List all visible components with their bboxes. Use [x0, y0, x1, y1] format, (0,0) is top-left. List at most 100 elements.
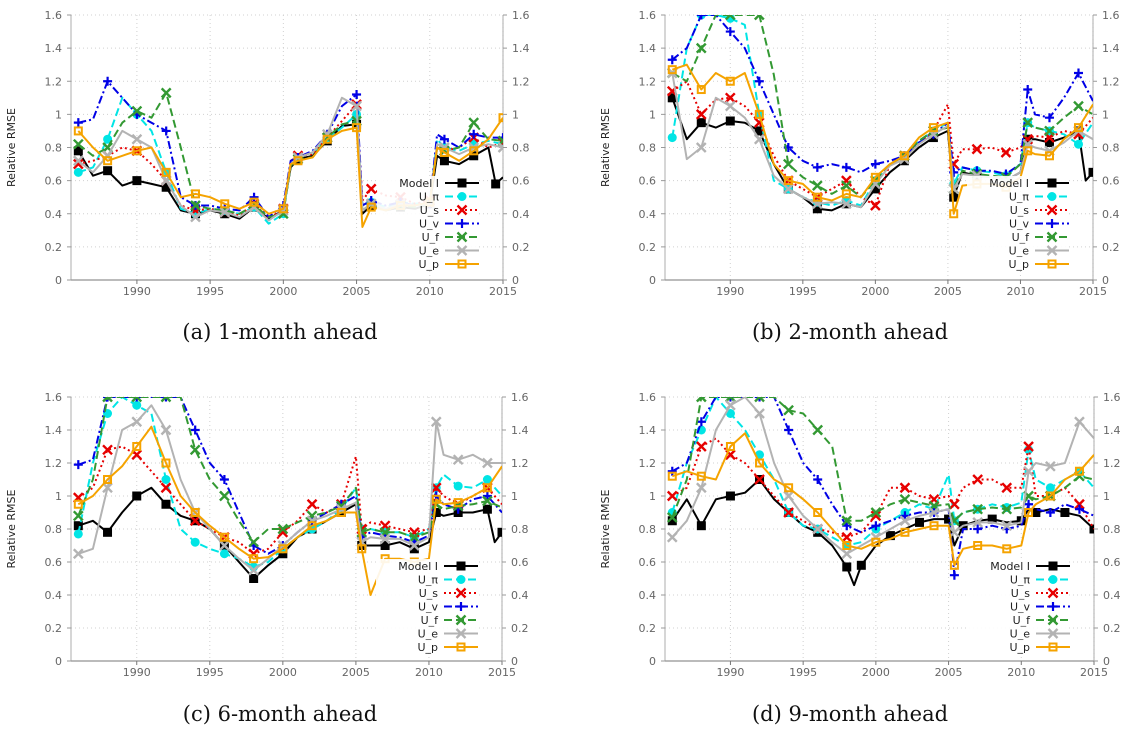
data-point-Model I	[161, 182, 171, 192]
series-line-U_v	[671, 397, 1094, 577]
data-point-Model I	[667, 93, 677, 103]
legend-marker	[1048, 575, 1058, 584]
data-point-U_π	[1073, 139, 1083, 149]
y-tick-label-left: 0.6	[639, 175, 657, 188]
legend-marker	[455, 587, 467, 599]
y-tick-label-left: 0.6	[45, 175, 63, 188]
legend-label: U_v	[418, 601, 439, 614]
data-point-U_f	[277, 523, 289, 535]
legend-label: U_f	[421, 614, 440, 627]
x-tick-label: 1990	[123, 666, 151, 676]
data-point-Model I	[1031, 508, 1041, 517]
legend-label: Model I	[398, 560, 438, 573]
legend-bg	[376, 572, 476, 586]
x-tick-label: 2005	[342, 666, 370, 676]
data-point-U_p	[161, 458, 171, 468]
data-point-U_p	[841, 189, 851, 199]
data-point-U_s	[870, 200, 881, 211]
data-point-U_f	[841, 180, 852, 191]
legend-bg	[376, 613, 476, 627]
y-tick-label-right: 0.8	[512, 142, 530, 155]
legend-marker	[456, 231, 468, 243]
series-U_e	[666, 397, 1094, 560]
series-U_p	[667, 432, 1094, 570]
y-tick-label-right: 0	[512, 274, 519, 287]
data-point-U_p	[336, 508, 346, 517]
data-point-U_v	[249, 192, 259, 202]
data-point-U_e	[783, 490, 794, 502]
x-tick-label: 2000	[269, 285, 297, 298]
legend-label: U_v	[1010, 601, 1031, 614]
data-point-U_e	[899, 515, 911, 527]
y-tick-label-left: 1.6	[639, 391, 657, 404]
data-point-U_f	[190, 200, 201, 211]
data-point-U_v	[469, 129, 479, 139]
data-point-U_e	[131, 133, 143, 145]
y-tick-label-right: 1.4	[1103, 424, 1121, 437]
data-point-U_v	[219, 475, 229, 484]
data-point-Model I	[161, 499, 171, 509]
legend-label: U_p	[417, 641, 438, 654]
data-point-U_e	[248, 564, 259, 576]
chart-b-caption: (b) 2-month ahead	[751, 320, 949, 344]
y-tick-label-left: 0.2	[45, 622, 63, 635]
data-point-U_e	[666, 531, 678, 543]
data-point-U_f	[696, 397, 707, 403]
y-tick-label-right: 1.6	[1103, 391, 1121, 404]
data-point-U_f	[811, 180, 823, 191]
legend-label: U_v	[1009, 218, 1030, 231]
series-line-U_e	[671, 72, 1093, 209]
legend-marker	[457, 192, 467, 201]
data-point-U_e	[102, 482, 113, 494]
data-point-U_p	[725, 442, 735, 451]
data-point-U_e	[696, 482, 707, 494]
data-point-U_v	[754, 76, 764, 86]
y-tick-label-right: 1	[512, 108, 519, 121]
legend-bg	[968, 640, 1068, 654]
legend: Model IU_πU_sU_vU_fU_eU_p	[967, 176, 1069, 271]
chart-c-caption: (c) 6-month ahead	[182, 702, 378, 726]
data-point-Model I	[278, 549, 288, 559]
data-point-U_p	[453, 498, 463, 508]
series-line-U_v	[671, 15, 1093, 175]
data-point-U_f	[102, 397, 113, 403]
data-point-U_s	[666, 490, 678, 502]
data-point-U_π	[73, 529, 83, 539]
legend-bg	[967, 216, 1067, 230]
data-point-U_v	[871, 521, 881, 531]
legend-bg	[377, 176, 477, 190]
legend-label: U_p	[418, 258, 439, 271]
y-tick-label-left: 0.8	[45, 523, 63, 536]
data-point-U_p	[1023, 146, 1033, 156]
y-tick-label-left: 1.6	[639, 9, 657, 22]
data-point-U_f	[1073, 100, 1084, 112]
data-point-U_s	[870, 510, 882, 522]
data-point-Model I	[1044, 138, 1054, 148]
legend-bg	[376, 626, 476, 640]
data-point-U_f	[1044, 125, 1055, 137]
chart-d-caption: (d) 9-month ahead	[751, 702, 949, 726]
legend-bg	[967, 230, 1067, 244]
y-tick-label-right: 1.6	[512, 9, 530, 22]
data-point-U_π	[132, 400, 142, 410]
data-point-U_s	[102, 444, 113, 456]
legend-label: U_f	[422, 231, 441, 244]
legend-marker	[1047, 178, 1057, 188]
data-point-U_e	[219, 206, 231, 218]
data-point-U_v	[812, 162, 822, 172]
legend-marker	[1047, 587, 1059, 599]
data-point-U_p	[783, 176, 793, 186]
data-point-U_p	[132, 146, 142, 156]
legend-bg	[376, 586, 476, 600]
data-point-U_p	[754, 109, 764, 119]
data-point-U_f	[841, 515, 853, 527]
data-point-U_f	[695, 42, 707, 54]
data-point-U_p	[973, 541, 983, 550]
legend-bg	[967, 257, 1067, 271]
legend-marker	[457, 178, 467, 188]
data-point-U_e	[754, 408, 765, 419]
data-point-U_s	[899, 482, 911, 494]
series-U_v	[667, 15, 1093, 179]
data-point-U_p	[366, 202, 376, 212]
legend-label: U_f	[1013, 614, 1032, 627]
